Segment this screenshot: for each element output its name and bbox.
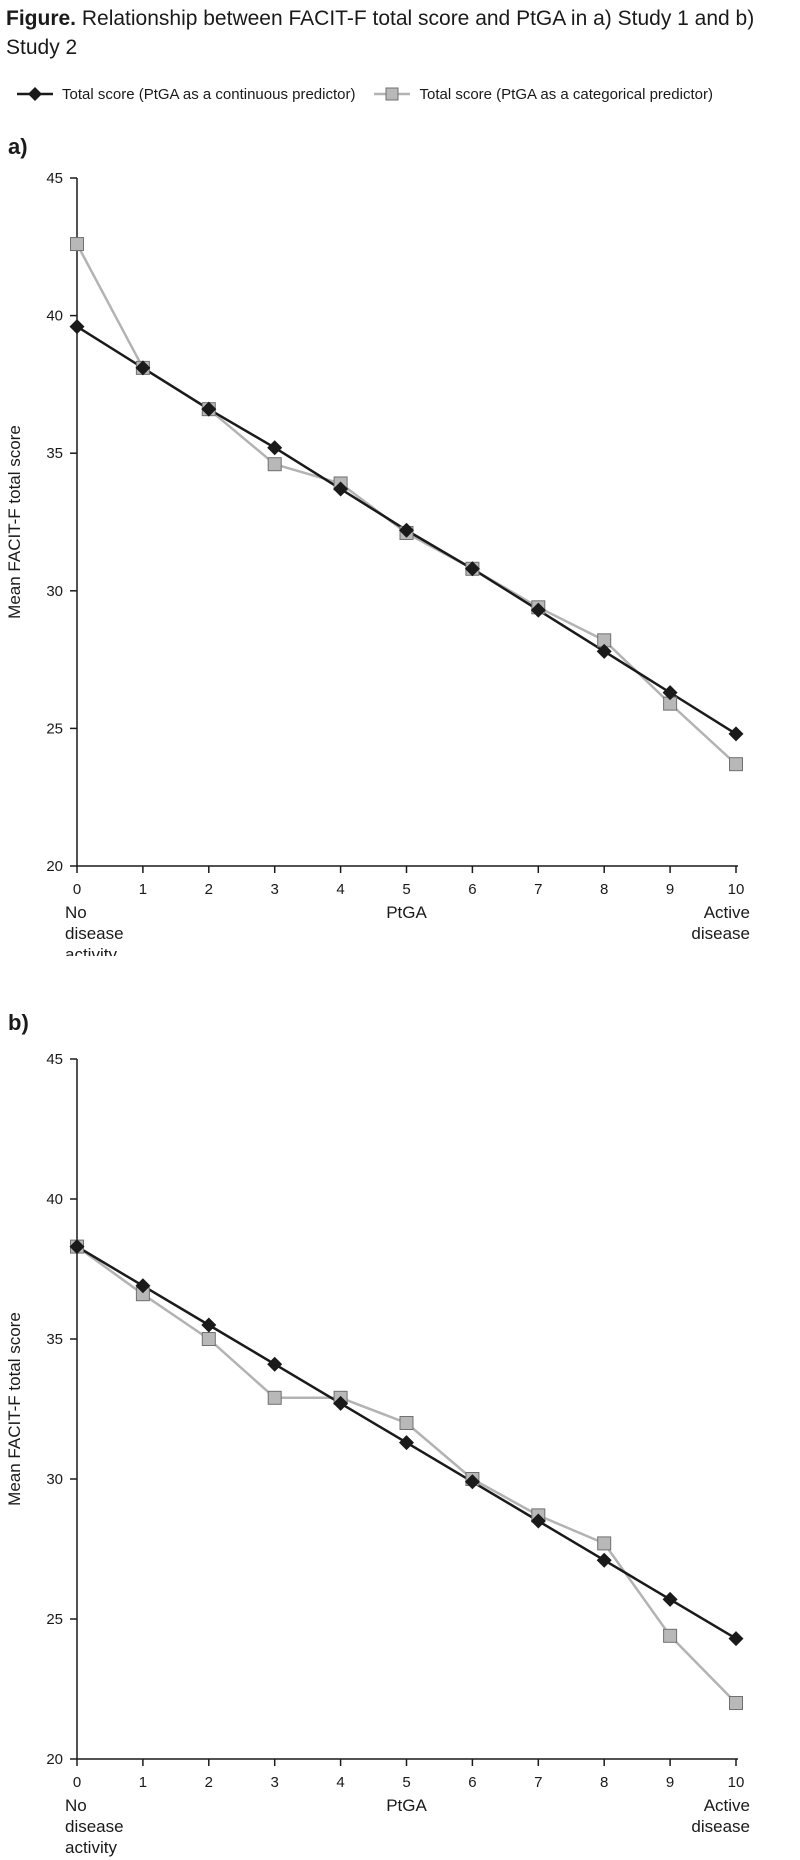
legend-label-categorical: Total score (PtGA as a categorical predi… <box>419 85 713 103</box>
x-end-label: disease <box>65 924 124 943</box>
y-axis-title: Mean FACIT-F total score <box>5 1312 24 1506</box>
data-point-categorical <box>399 1416 414 1430</box>
figure-title-text: Relationship between FACIT-F total score… <box>6 7 755 59</box>
data-point-continuous <box>464 1474 480 1490</box>
x-tick-label: 1 <box>139 1774 147 1791</box>
x-tick-label: 6 <box>468 1774 476 1791</box>
x-tick-label: 3 <box>271 881 279 898</box>
data-point-continuous <box>69 319 85 335</box>
data-point-categorical <box>663 1628 678 1643</box>
y-tick-label: 25 <box>46 1611 63 1628</box>
data-point-continuous <box>662 685 678 701</box>
y-tick-label: 25 <box>46 720 63 737</box>
figure-title: Figure. Relationship between FACIT-F tot… <box>6 4 786 62</box>
x-tick-label: 8 <box>600 881 608 898</box>
x-end-label: No <box>65 903 87 922</box>
y-tick-label: 45 <box>46 170 63 187</box>
x-tick-label: 2 <box>205 881 213 898</box>
data-point-continuous <box>530 602 546 618</box>
data-point-continuous <box>530 1513 546 1529</box>
x-end-label: disease <box>691 924 750 943</box>
x-tick-label: 4 <box>336 881 344 898</box>
data-point-continuous <box>728 726 744 742</box>
x-tick-label: 2 <box>205 1774 213 1791</box>
data-point-continuous <box>267 1356 283 1372</box>
legend-label-continuous: Total score (PtGA as a continuous predic… <box>62 85 356 103</box>
x-tick-label: 4 <box>336 1774 344 1791</box>
x-tick-label: 8 <box>600 1774 608 1791</box>
data-point-continuous <box>464 561 480 577</box>
x-axis-title: PtGA <box>386 903 427 922</box>
x-end-label: Active <box>704 1796 750 1815</box>
y-axis-title: Mean FACIT-F total score <box>5 425 24 619</box>
data-point-categorical <box>267 1390 282 1405</box>
data-point-continuous <box>135 1278 151 1294</box>
data-point-continuous <box>596 1552 612 1568</box>
x-tick-label: 7 <box>534 881 542 898</box>
x-end-label: No <box>65 1796 87 1815</box>
y-tick-label: 20 <box>46 858 63 875</box>
x-end-label: activity <box>65 945 117 956</box>
series-line-categorical <box>75 243 737 766</box>
y-tick-label: 35 <box>46 1331 63 1348</box>
y-tick-label: 30 <box>46 1471 63 1488</box>
x-tick-label: 1 <box>139 881 147 898</box>
data-point-categorical <box>70 237 84 252</box>
data-point-continuous <box>399 522 414 538</box>
data-point-continuous <box>728 1631 744 1647</box>
panel-label: a) <box>8 134 28 159</box>
x-tick-label: 0 <box>73 881 81 898</box>
y-tick-label: 30 <box>46 583 63 600</box>
y-tick-label: 35 <box>46 445 63 462</box>
x-tick-label: 0 <box>73 1774 81 1791</box>
x-tick-label: 3 <box>271 1774 279 1791</box>
x-tick-label: 5 <box>402 1774 410 1791</box>
data-point-continuous <box>662 1591 678 1607</box>
data-point-continuous <box>69 1239 85 1255</box>
data-point-continuous <box>333 1395 349 1411</box>
y-tick-label: 20 <box>46 1751 63 1768</box>
data-point-categorical <box>267 457 282 472</box>
data-point-categorical <box>729 757 743 772</box>
y-tick-label: 45 <box>46 1051 63 1068</box>
data-point-continuous <box>267 440 283 456</box>
data-point-continuous <box>399 1435 414 1451</box>
legend-item-categorical: Total score (PtGA as a categorical predi… <box>373 84 713 104</box>
data-point-categorical <box>201 1332 216 1346</box>
x-end-label: disease <box>65 1817 124 1836</box>
data-point-continuous <box>333 481 349 497</box>
data-point-continuous <box>201 1317 217 1333</box>
panel-label: b) <box>8 1010 29 1035</box>
y-tick-label: 40 <box>46 1191 63 1208</box>
x-axis-title: PtGA <box>386 1796 427 1815</box>
legend-item-continuous: Total score (PtGA as a continuous predic… <box>16 84 355 104</box>
square-marker-icon <box>374 87 411 101</box>
data-point-continuous <box>201 401 217 417</box>
x-tick-label: 9 <box>666 881 674 898</box>
data-point-categorical <box>597 1536 612 1551</box>
data-point-continuous <box>596 643 612 659</box>
series-line-categorical <box>76 1245 737 1704</box>
data-point-categorical <box>729 1696 743 1710</box>
x-end-label: Active <box>704 903 750 922</box>
diamond-marker-icon <box>17 87 53 101</box>
figure-title-bold: Figure. <box>6 7 77 30</box>
x-tick-label: 6 <box>468 881 476 898</box>
y-tick-label: 40 <box>46 308 63 325</box>
x-tick-label: 9 <box>666 1774 674 1791</box>
x-tick-label: 7 <box>534 1774 542 1791</box>
x-tick-label: 5 <box>402 881 410 898</box>
x-tick-label: 10 <box>728 1774 745 1791</box>
data-point-continuous <box>135 360 151 376</box>
x-end-label: disease <box>691 1817 750 1836</box>
x-end-label: activity <box>65 1838 117 1857</box>
legend: Total score (PtGA as a continuous predic… <box>16 82 713 106</box>
x-tick-label: 10 <box>728 881 745 898</box>
